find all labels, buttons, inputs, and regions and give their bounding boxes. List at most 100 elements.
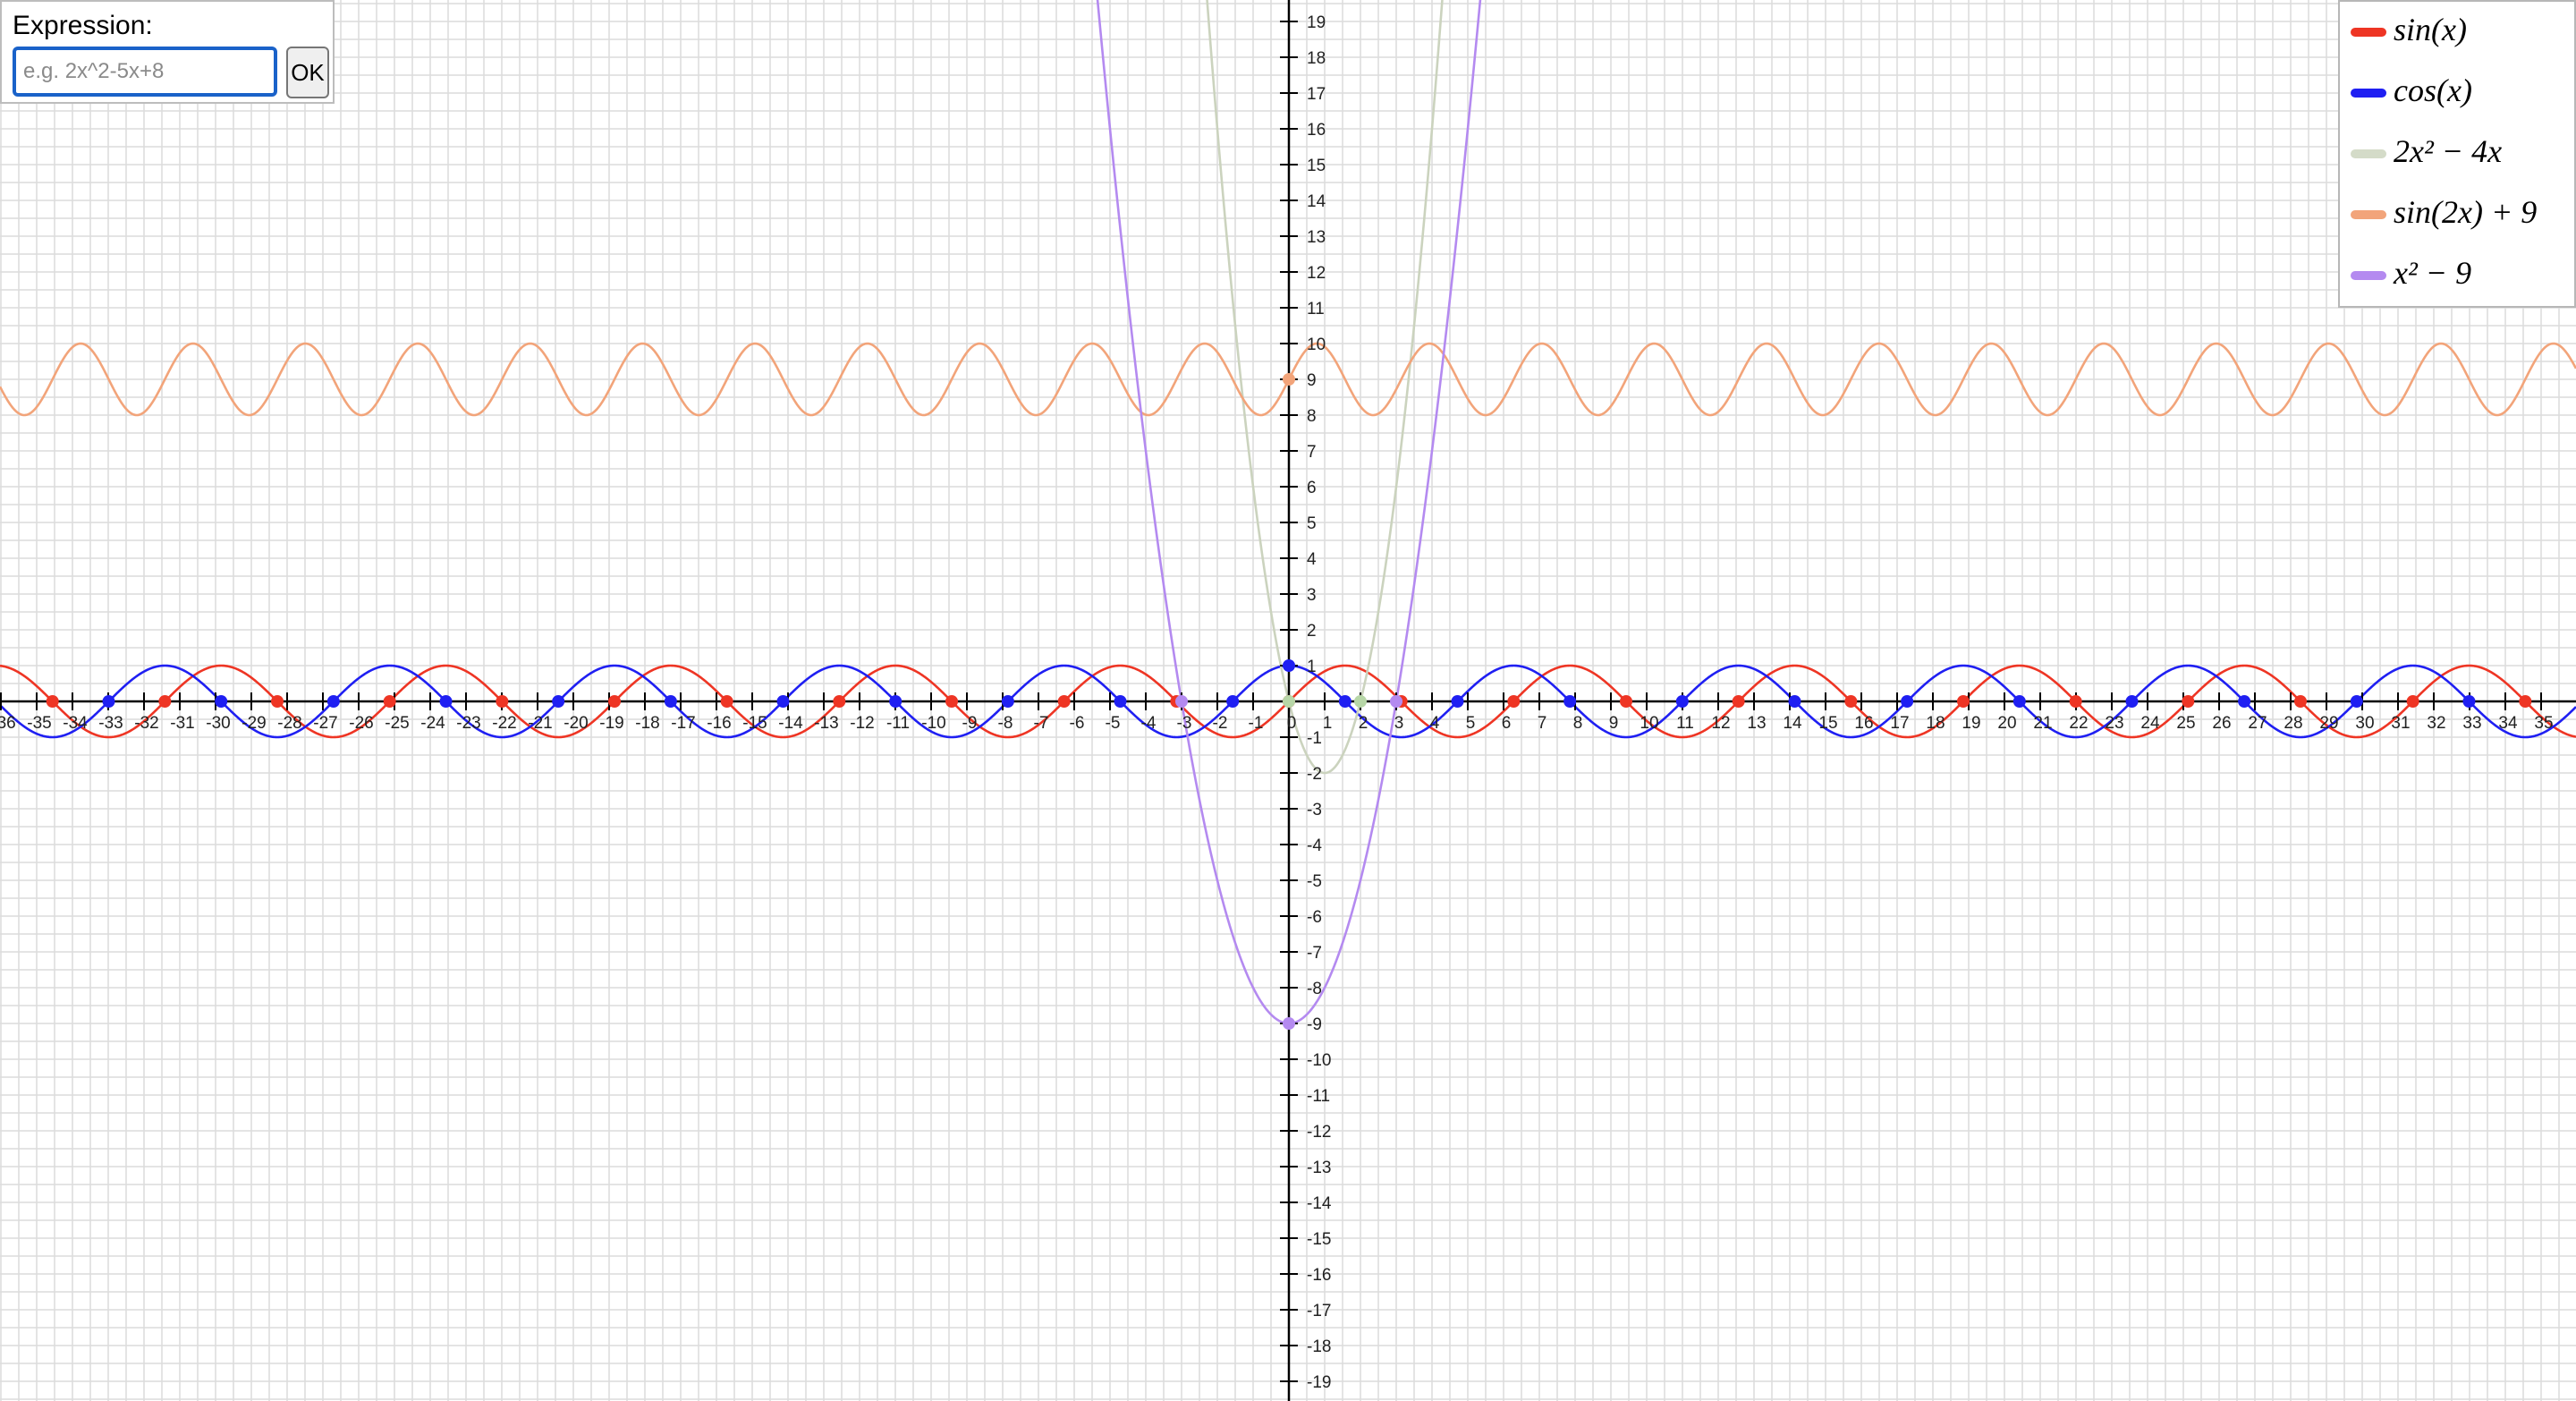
x-tick-label: 25 — [2176, 714, 2195, 733]
legend-label: sin(2x) + 9 — [2394, 194, 2538, 230]
intercept-marker — [1675, 695, 1689, 708]
x-tick-label: -19 — [599, 714, 623, 733]
intercept-marker — [833, 695, 846, 708]
expression-panel: Expression: OK — [0, 0, 335, 104]
x-tick-label: 0 — [1287, 714, 1297, 733]
x-tick-label: 35 — [2534, 714, 2553, 733]
legend-item-x-squared-minus-9[interactable]: x² − 9 — [2340, 249, 2574, 302]
legend-label: 2x² − 4x — [2394, 133, 2503, 169]
y-tick-label: -5 — [1307, 872, 1322, 891]
y-tick-label: 7 — [1307, 443, 1317, 462]
intercept-marker — [2012, 695, 2026, 708]
y-tick-label: 12 — [1307, 264, 1326, 283]
y-tick-label: -16 — [1307, 1266, 1331, 1285]
intercept-marker — [1283, 373, 1295, 386]
y-tick-label: -9 — [1307, 1015, 1322, 1034]
intercept-marker — [2182, 695, 2195, 708]
x-tick-label: 10 — [1640, 714, 1658, 733]
x-tick-label: 32 — [2427, 714, 2445, 733]
x-tick-label: 27 — [2248, 714, 2267, 733]
y-tick-label: -19 — [1307, 1373, 1331, 1392]
y-tick-label: 6 — [1307, 479, 1317, 497]
x-tick-label: -32 — [134, 714, 158, 733]
x-tick-label: 30 — [2355, 714, 2374, 733]
y-tick-label: 13 — [1307, 228, 1326, 247]
intercept-marker — [1507, 695, 1521, 708]
legend-swatch — [2351, 28, 2386, 37]
x-tick-label: 5 — [1466, 714, 1476, 733]
x-tick-label: -20 — [564, 714, 588, 733]
x-tick-label: -9 — [962, 714, 978, 733]
intercept-marker — [215, 695, 228, 708]
y-tick-label: -2 — [1307, 765, 1322, 784]
x-tick-label: 13 — [1747, 714, 1766, 733]
x-tick-label: 9 — [1609, 714, 1619, 733]
legend-item-sin-x[interactable]: sin(x) — [2340, 5, 2574, 59]
intercept-marker — [2125, 695, 2139, 708]
x-tick-label: -4 — [1141, 714, 1157, 733]
legend-item-quadratic[interactable]: 2x² − 4x — [2340, 127, 2574, 181]
x-tick-label: -10 — [921, 714, 945, 733]
y-tick-label: 14 — [1307, 192, 1326, 211]
y-tick-label: -4 — [1307, 836, 1322, 855]
expression-input[interactable] — [13, 47, 277, 97]
ok-button[interactable]: OK — [286, 47, 329, 98]
x-tick-label: 4 — [1430, 714, 1440, 733]
intercept-marker — [2350, 695, 2363, 708]
x-tick-label: -8 — [998, 714, 1013, 733]
intercept-marker — [2238, 695, 2251, 708]
x-tick-label: -5 — [1106, 714, 1121, 733]
intercept-marker — [439, 695, 453, 708]
intercept-marker — [889, 695, 902, 708]
intercept-marker — [496, 695, 509, 708]
y-tick-label: -3 — [1307, 801, 1322, 819]
x-tick-label: 22 — [2069, 714, 2088, 733]
x-tick-label: 16 — [1854, 714, 1873, 733]
intercept-marker — [2069, 695, 2082, 708]
x-tick-label: -13 — [814, 714, 838, 733]
legend: sin(x) cos(x) 2x² − 4x sin(2x) + 9 x² − … — [2338, 0, 2576, 308]
legend-swatch — [2351, 89, 2386, 98]
x-tick-label: -11 — [886, 714, 910, 733]
x-tick-label: 26 — [2212, 714, 2231, 733]
intercept-marker — [2519, 695, 2532, 708]
x-tick-label: 2 — [1359, 714, 1368, 733]
x-tick-label: -28 — [277, 714, 301, 733]
x-tick-label: 14 — [1783, 714, 1802, 733]
intercept-marker — [1283, 659, 1295, 672]
intercept-marker — [1563, 695, 1577, 708]
y-tick-label: -13 — [1307, 1159, 1331, 1177]
x-tick-label: -7 — [1034, 714, 1049, 733]
x-tick-label: -3 — [1177, 714, 1192, 733]
y-tick-label: -11 — [1307, 1087, 1330, 1106]
intercept-marker — [1283, 695, 1295, 708]
x-tick-label: -22 — [492, 714, 516, 733]
x-tick-label: -31 — [170, 714, 194, 733]
y-tick-label: 15 — [1307, 157, 1326, 175]
expression-label: Expression: — [13, 11, 153, 40]
x-tick-label: -25 — [385, 714, 409, 733]
y-tick-label: 2 — [1307, 622, 1317, 641]
x-tick-label: 3 — [1394, 714, 1404, 733]
y-tick-label: -14 — [1307, 1194, 1332, 1213]
intercept-marker — [608, 695, 622, 708]
y-tick-label: 1 — [1307, 658, 1317, 676]
x-tick-label: -23 — [456, 714, 480, 733]
y-tick-label: -8 — [1307, 980, 1322, 998]
legend-item-sin-2x-plus-9[interactable]: sin(2x) + 9 — [2340, 188, 2574, 242]
x-tick-label: 8 — [1573, 714, 1583, 733]
x-tick-label: -36 — [0, 714, 16, 733]
legend-item-cos-x[interactable]: cos(x) — [2340, 66, 2574, 120]
intercept-marker — [1057, 695, 1071, 708]
intercept-marker — [664, 695, 677, 708]
intercept-marker — [552, 695, 565, 708]
x-tick-label: 20 — [1997, 714, 2016, 733]
intercept-marker — [2293, 695, 2307, 708]
intercept-marker — [720, 695, 733, 708]
x-tick-label: 24 — [2140, 714, 2160, 733]
x-tick-label: -15 — [742, 714, 767, 733]
intercept-marker — [2462, 695, 2476, 708]
legend-swatch — [2351, 210, 2386, 219]
y-tick-label: -7 — [1307, 944, 1322, 963]
